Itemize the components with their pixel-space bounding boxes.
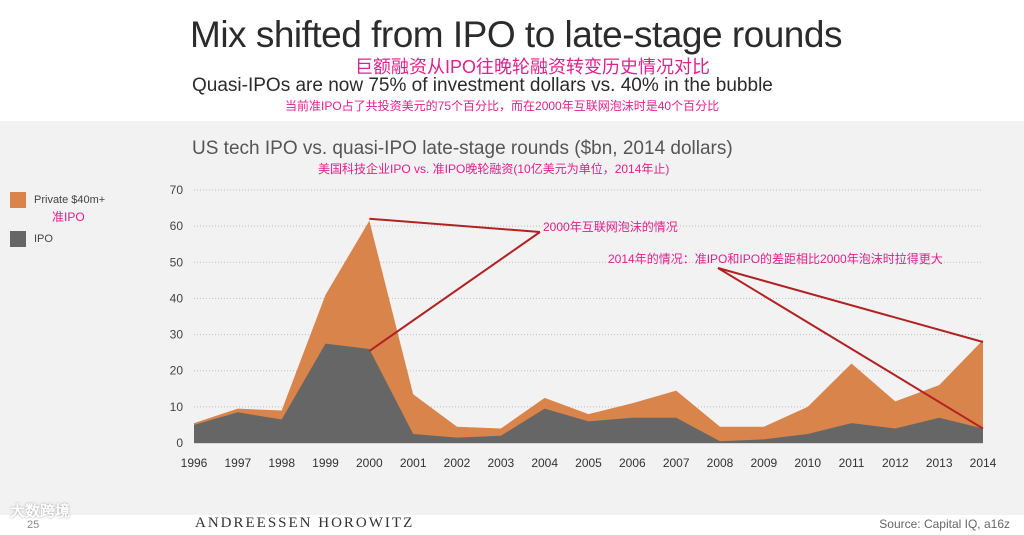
slide-title: Mix shifted from IPO to late-stage round… (190, 14, 842, 55)
y-tick-label-60: 60 (170, 219, 184, 233)
y-tick-label-10: 10 (170, 400, 184, 414)
legend-item-ipo: IPO (10, 231, 105, 247)
y-tick-label-40: 40 (170, 291, 184, 305)
page-number: 25 (27, 519, 40, 531)
slide-subtitle-translation: 当前准IPO占了共投资美元的75个百分比，而在2000年互联网泡沫时是40个百分… (285, 99, 720, 113)
x-tick-label-2005: 2005 (575, 456, 602, 470)
x-tick-label-2007: 2007 (663, 456, 690, 470)
legend-label-private-translation: 准IPO (52, 210, 85, 224)
x-tick-label-2013: 2013 (926, 456, 953, 470)
x-tick-label-1996: 1996 (181, 456, 208, 470)
x-tick-label-1998: 1998 (268, 456, 295, 470)
legend-label-ipo: IPO (34, 232, 53, 245)
legend-label-private: Private $40m+ (34, 193, 106, 206)
annotation-arrow-2000-private (369, 217, 541, 233)
x-tick-label-2001: 2001 (400, 456, 427, 470)
x-tick-label-2002: 2002 (444, 456, 471, 470)
x-tick-label-1999: 1999 (312, 456, 339, 470)
annotation-2014: 2014年的情况：准IPO和IPO的差距相比2000年泡沫时拉得更大 (608, 251, 943, 266)
x-tick-label-2010: 2010 (794, 456, 821, 470)
x-tick-label-2006: 2006 (619, 456, 646, 470)
y-tick-label-70: 70 (170, 183, 184, 197)
x-tick-label-2003: 2003 (487, 456, 514, 470)
source-note: Source: Capital IQ, a16z (879, 517, 1010, 531)
footer-logo: ANDREESSEN HOROWITZ (195, 515, 415, 531)
x-tick-label-1997: 1997 (224, 456, 251, 470)
x-tick-label-2004: 2004 (531, 456, 558, 470)
x-tick-label-2011: 2011 (839, 456, 865, 470)
slide-subtitle: Quasi-IPOs are now 75% of investment dol… (192, 75, 773, 96)
watermark-text: 大数跨境 (10, 503, 71, 520)
chart-title-translation: 美国科技企业IPO vs. 准IPO晚轮融资(10亿美元为单位，2014年止) (318, 162, 670, 176)
y-tick-label-30: 30 (170, 328, 184, 342)
annotation-arrow-2014-private (717, 267, 984, 343)
y-tick-label-0: 0 (176, 436, 183, 450)
x-tick-label-2014: 2014 (970, 456, 997, 470)
annotation-arrow-2000-ipo (368, 231, 541, 352)
x-tick-label-2009: 2009 (750, 456, 777, 470)
x-tick-label-2000: 2000 (356, 456, 383, 470)
legend-item-private: Private $40m+ (10, 192, 105, 208)
chart-title: US tech IPO vs. quasi-IPO late-stage rou… (192, 138, 733, 159)
annotation-arrow-2014-ipo (717, 267, 984, 430)
x-tick-label-2012: 2012 (882, 456, 909, 470)
legend-swatch-ipo (10, 231, 26, 247)
legend-swatch-private (10, 192, 26, 208)
annotation-2000: 2000年互联网泡沫的情况 (543, 219, 678, 234)
slide-title-translation: 巨额融资从IPO往晚轮融资转变历史情况对比 (355, 57, 711, 77)
y-tick-label-20: 20 (170, 364, 184, 378)
area-private (194, 220, 983, 443)
x-tick-label-2008: 2008 (707, 456, 734, 470)
y-tick-label-50: 50 (170, 255, 184, 269)
area-ipo (194, 343, 983, 443)
chart-panel (0, 121, 1024, 515)
chart-legend: Private $40m+ 准IPO IPO (10, 192, 105, 250)
